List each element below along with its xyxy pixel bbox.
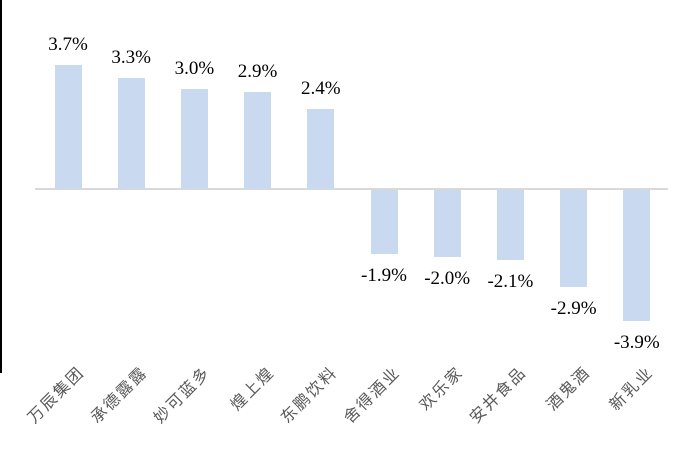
figure-left-border-line <box>0 0 2 373</box>
category-label: 煌上煌 <box>227 364 278 415</box>
bar-value-label: 2.4% <box>301 77 341 99</box>
bar <box>307 108 335 189</box>
bar <box>244 91 272 189</box>
bar-value-label: -3.9% <box>613 331 660 353</box>
bar-value-label: 2.9% <box>237 60 278 82</box>
bar-value-label: -1.9% <box>361 264 407 286</box>
bar <box>54 65 82 189</box>
bar-value-label: 3.3% <box>111 47 151 69</box>
bar-value-label: 3.7% <box>48 34 88 56</box>
category-label: 妙可蓝多 <box>151 364 215 427</box>
bar <box>433 190 461 257</box>
category-label: 欢乐家 <box>417 364 468 415</box>
category-label: 安井食品 <box>467 364 531 427</box>
bar <box>560 190 588 288</box>
bar-value-label: -2.9% <box>550 298 597 320</box>
bar-value-label: -2.0% <box>424 268 471 289</box>
bar <box>496 190 524 261</box>
bar-value-label: -2.1% <box>487 271 534 293</box>
bar <box>370 190 398 254</box>
bar-value-label: 3.0% <box>174 57 215 79</box>
category-label: 万辰集团 <box>25 364 89 427</box>
category-label: 舍得酒业 <box>341 364 405 427</box>
x-axis-baseline <box>35 188 668 190</box>
category-label: 承德露露 <box>88 364 152 427</box>
bar <box>623 190 651 321</box>
category-label: 新乳业 <box>606 364 657 415</box>
bar <box>117 78 145 189</box>
category-label: 东鹏饮料 <box>277 364 341 427</box>
bar <box>180 88 208 189</box>
category-label: 酒鬼酒 <box>543 364 594 415</box>
